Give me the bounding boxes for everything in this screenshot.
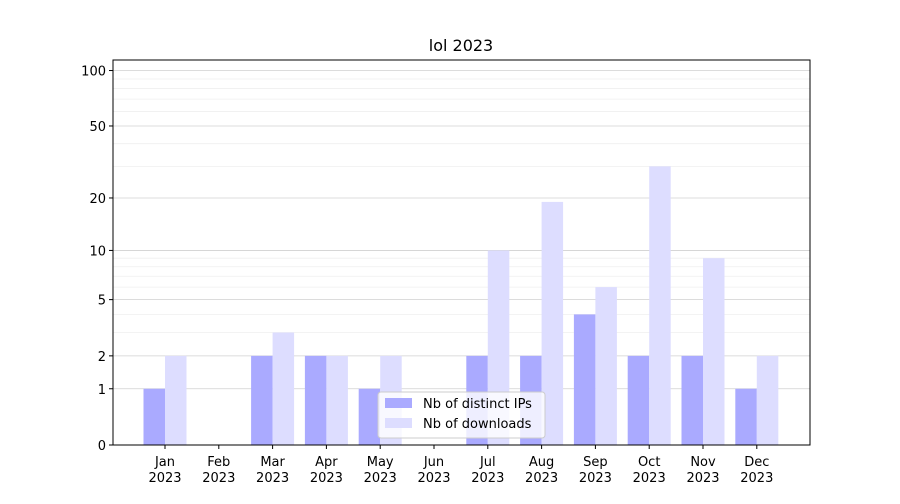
- x-tick-label: Mar 2023: [256, 455, 289, 486]
- bar: [304, 355, 327, 445]
- bar: [756, 355, 779, 445]
- legend-label: Nb of downloads: [423, 417, 532, 432]
- legend-swatch: [385, 398, 412, 408]
- bar: [681, 355, 703, 445]
- bar: [541, 201, 564, 445]
- x-tick-label: Jan 2023: [148, 455, 181, 486]
- bar: [649, 166, 671, 445]
- bar: [251, 355, 273, 445]
- y-tick-label: 20: [89, 192, 106, 207]
- plot-frame: [112, 59, 811, 446]
- x-tick-label: May 2023: [364, 455, 397, 486]
- bar: [735, 388, 757, 445]
- y-tick-label: 100: [81, 65, 106, 80]
- chart-title: lol 2023: [429, 36, 493, 55]
- bar: [595, 287, 617, 445]
- bar: [703, 258, 725, 445]
- y-tick-label: 5: [98, 294, 106, 309]
- bar: [165, 355, 187, 445]
- legend-swatch: [385, 418, 412, 428]
- y-tick-label: 1: [98, 383, 106, 398]
- bar: [272, 332, 295, 445]
- bar: [573, 314, 596, 445]
- legend: Nb of distinct IPs Nb of downloads: [377, 391, 546, 439]
- x-tick-label: Sep 2023: [579, 455, 612, 486]
- x-tick-label: Oct 2023: [633, 455, 666, 486]
- x-tick-label: Aug 2023: [525, 455, 558, 486]
- x-tick-label: Jul 2023: [471, 455, 504, 486]
- x-tick-label: Apr 2023: [310, 455, 343, 486]
- x-tick-label: Feb 2023: [202, 455, 235, 486]
- y-tick-label: 2: [98, 350, 106, 365]
- y-tick-label: 50: [89, 120, 106, 135]
- bar: [326, 355, 348, 445]
- y-tick-label: 0: [98, 439, 106, 454]
- x-tick-label: Jun 2023: [417, 455, 450, 486]
- y-tick-label: 10: [89, 244, 106, 259]
- bar: [143, 388, 165, 445]
- legend-frame: [377, 391, 546, 439]
- x-tick-label: Dec 2023: [740, 455, 773, 486]
- bar: [358, 388, 381, 445]
- legend-label: Nb of distinct IPs: [423, 397, 532, 412]
- x-tick-label: Nov 2023: [686, 455, 719, 486]
- bar: [627, 355, 650, 445]
